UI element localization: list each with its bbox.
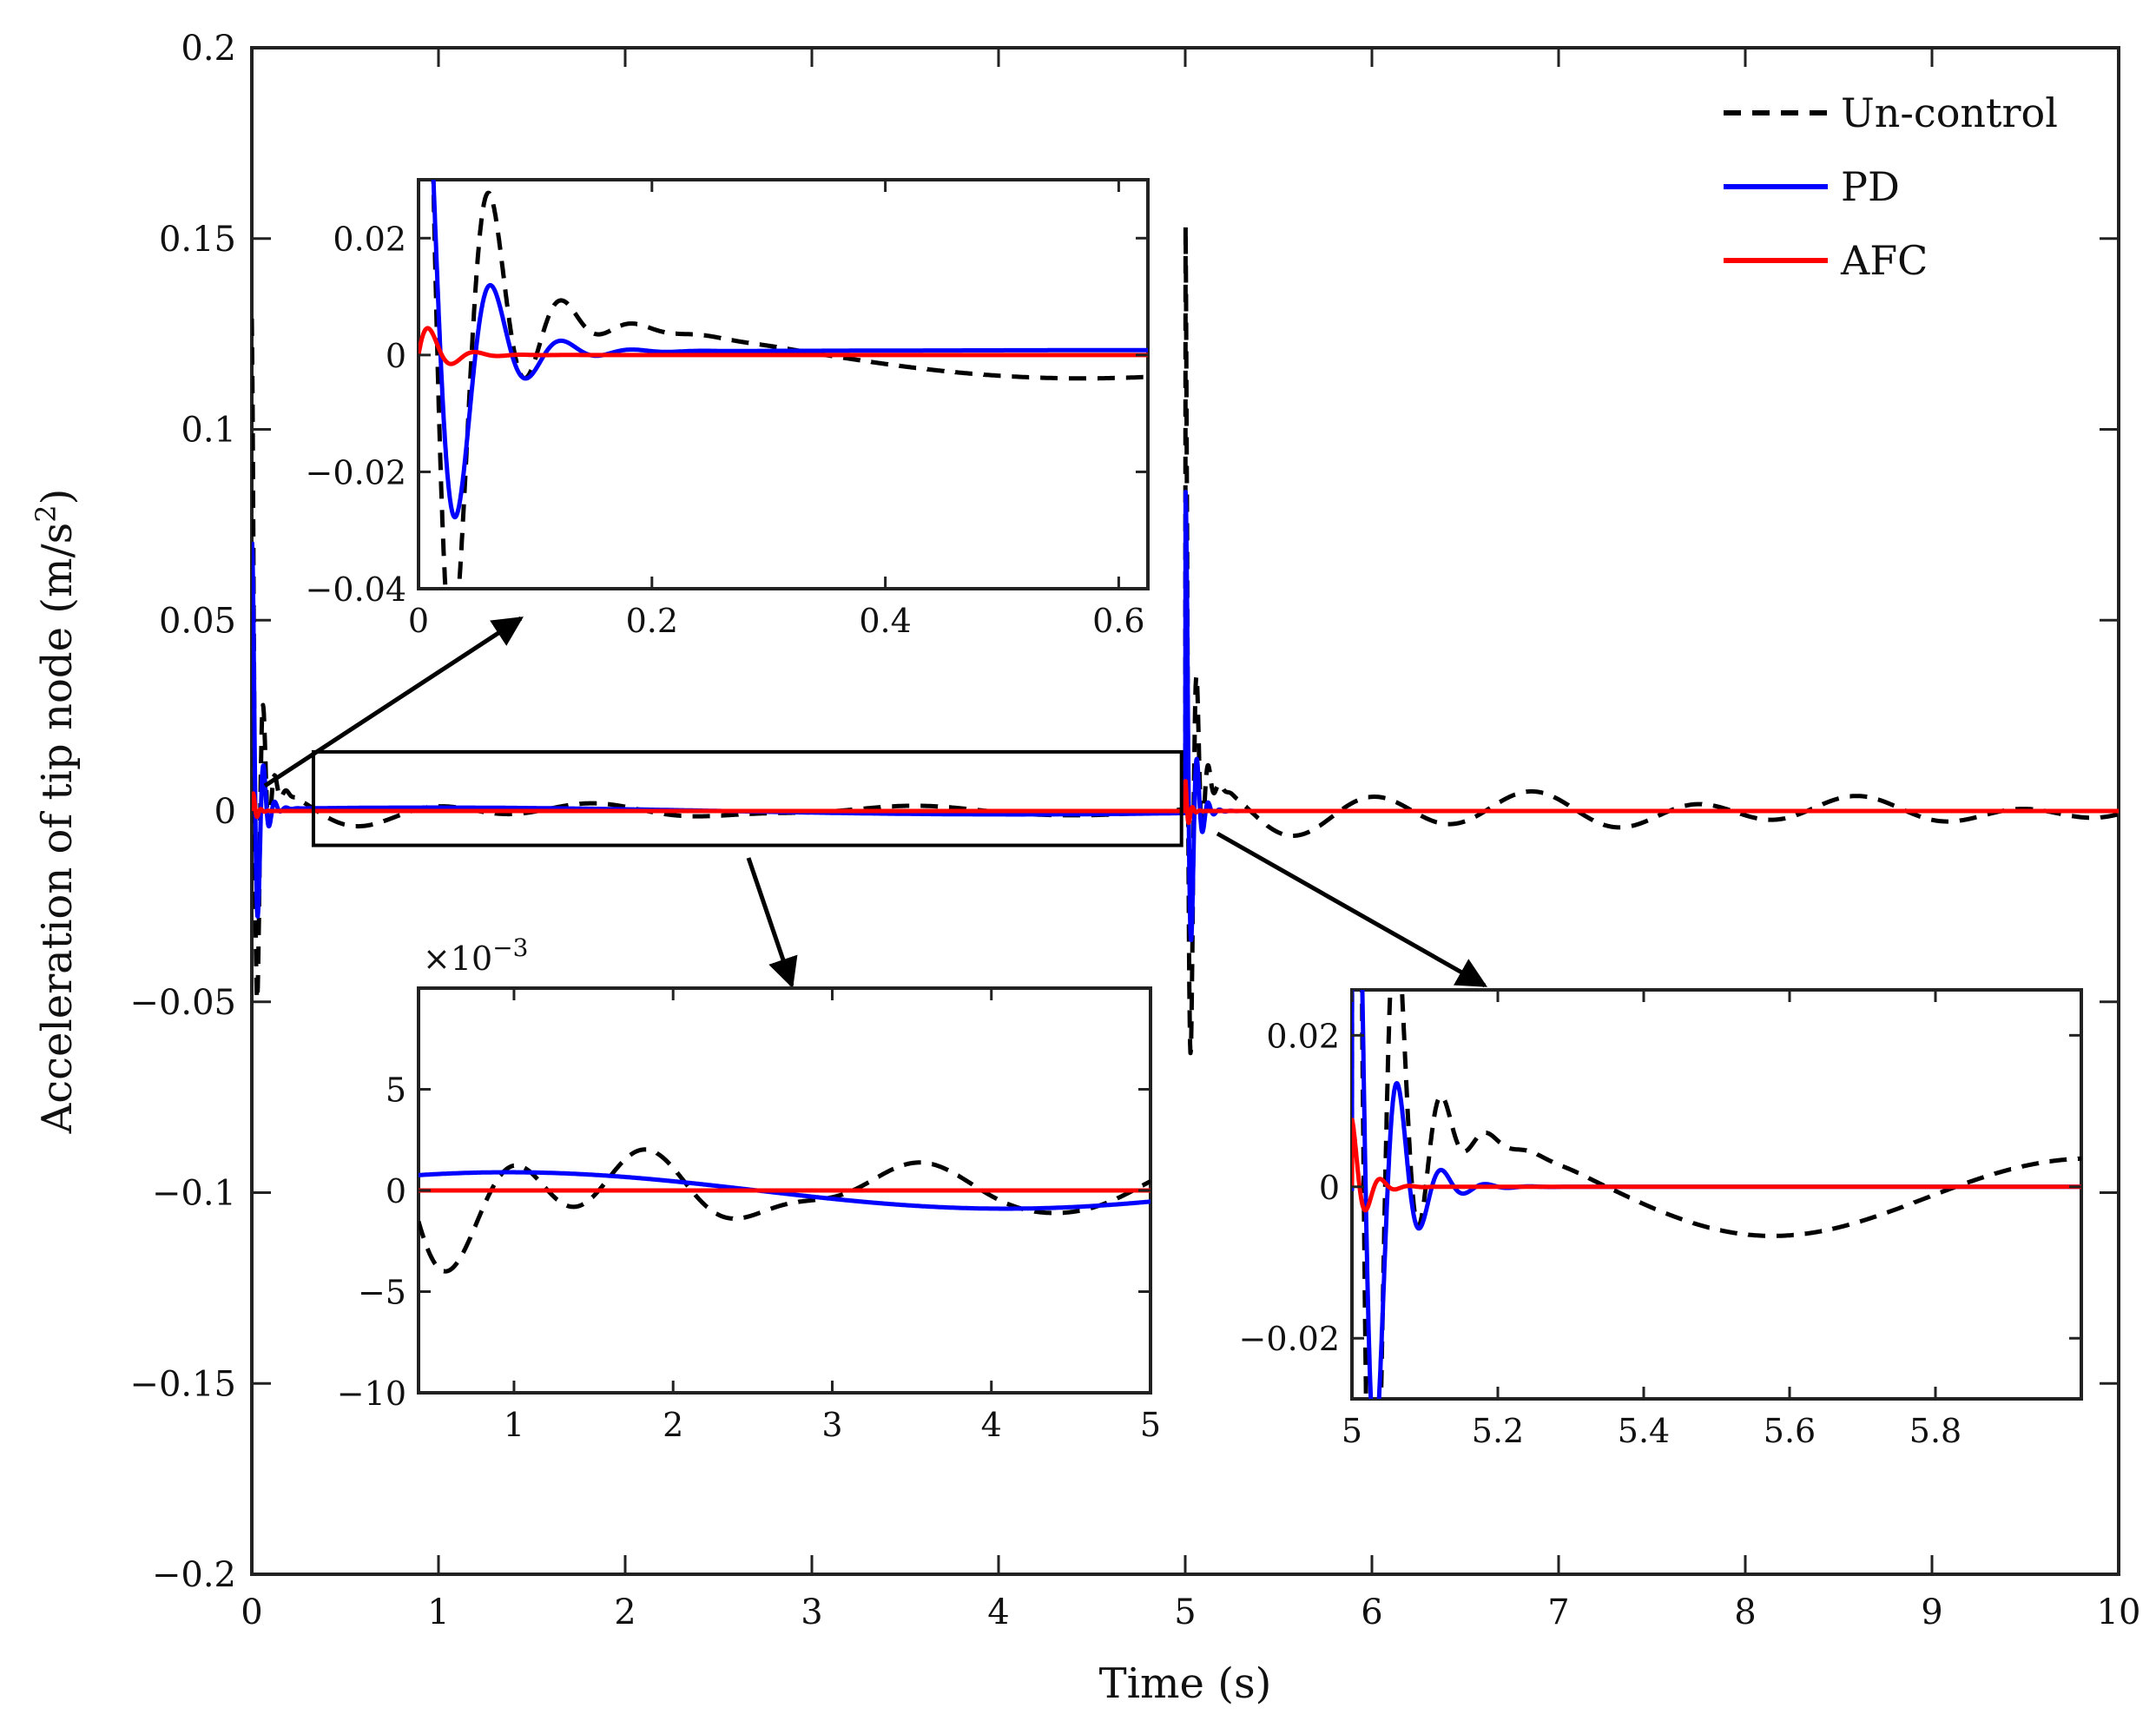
- inset-late-xtick-label: 5.6: [1764, 1412, 1816, 1450]
- main-ytick-label: 0.15: [159, 220, 236, 260]
- main-y-tick-labels: −0.2 −0.15 −0.1 −0.05 0 0.05 0.1 0.15 0.2: [129, 29, 236, 1595]
- inset-mid-tick-labels: 1 2 3 4 5 −10 −5 0 5: [337, 1072, 1161, 1445]
- main-xtick-label: 1: [427, 1592, 449, 1632]
- inset-mid-ticks: [419, 988, 1152, 1395]
- main-xtick-label: 0: [241, 1592, 262, 1632]
- main-xtick-label: 10: [2097, 1592, 2141, 1632]
- inset-late-xtick-label: 5.4: [1618, 1412, 1670, 1450]
- inset-early-line-pd: [431, 180, 1148, 520]
- inset-early-series: [419, 180, 1148, 589]
- inset-early-ytick-label: 0: [386, 337, 406, 375]
- arrow-to-late-inset: [1216, 831, 1488, 988]
- inset-mid-ytick-label: −5: [358, 1274, 406, 1312]
- inset-late-xtick-label: 5: [1342, 1412, 1362, 1450]
- y-axis-label-close: ): [33, 489, 82, 505]
- legend-label-pd: PD: [1841, 163, 1900, 210]
- inset-late-tick-labels: 5 5.2 5.4 5.6 5.8 −0.02 0 0.02: [1239, 1017, 1962, 1450]
- inset-early-ticks: [417, 180, 1148, 590]
- inset-mid-multiplier-exp: −3: [492, 933, 528, 962]
- inset-early-xtick-label: 0.4: [859, 602, 911, 640]
- inset-mid-multiplier: ×10−3: [423, 933, 528, 978]
- arrow-to-early-inset: [263, 616, 524, 788]
- main-x-tick-labels: 0 1 2 3 4 5 6 7 8 9 10: [241, 1592, 2140, 1632]
- inset-mid-xtick-label: 3: [821, 1406, 842, 1444]
- inset-late-frame: [1350, 988, 2083, 1401]
- inset-late-xtick-label: 5.8: [1909, 1412, 1961, 1450]
- inset-early-line-un-control: [431, 180, 1148, 589]
- inset-mid: 1 2 3 4 5 −10 −5 0 5 ×10−3: [337, 933, 1161, 1444]
- main-ytick-label: 0: [214, 792, 236, 832]
- inset-mid-multiplier-base: ×10: [423, 940, 492, 978]
- legend-label-uncontrol: Un-control: [1841, 89, 2058, 136]
- y-axis-label-sup: 2: [30, 504, 63, 522]
- inset-mid-line-pd: [419, 1170, 1151, 1211]
- main-xtick-label: 7: [1547, 1592, 1569, 1632]
- inset-mid-xtick-label: 2: [663, 1406, 683, 1444]
- inset-late-line-afc: [1352, 1118, 2081, 1213]
- main-ytick-label: 0.1: [181, 411, 236, 451]
- inset-mid-ytick-label: 0: [386, 1172, 406, 1210]
- main-xtick-label: 3: [801, 1592, 822, 1632]
- inset-early-line-afc: [419, 326, 1148, 366]
- main-xtick-label: 2: [614, 1592, 636, 1632]
- inset-late-series: [1352, 990, 2081, 1399]
- legend: Un-control PD AFC: [1724, 89, 2058, 284]
- main-xtick-label: 5: [1174, 1592, 1196, 1632]
- main-ytick-label: −0.1: [152, 1174, 236, 1214]
- inset-late-line-un-control: [1352, 990, 2081, 1399]
- arrow-to-mid-inset: [746, 857, 798, 989]
- inset-mid-ytick-label: −10: [337, 1375, 406, 1413]
- inset-early-ytick-label: 0.02: [333, 220, 406, 258]
- y-axis-label-main: Acceleration of tip node (m/s: [33, 523, 82, 1135]
- inset-early-ytick-label: −0.02: [306, 453, 406, 491]
- main-ytick-label: −0.05: [129, 983, 236, 1023]
- main-xtick-label: 6: [1361, 1592, 1382, 1632]
- main-ytick-label: −0.2: [152, 1555, 236, 1595]
- inset-mid-ytick-label: 5: [386, 1072, 406, 1110]
- main-xtick-label: 9: [1921, 1592, 1942, 1632]
- inset-early-frame: [417, 178, 1150, 590]
- inset-early-xtick-label: 0.2: [626, 602, 678, 640]
- inset-early-xtick-label: 0: [408, 602, 429, 640]
- main-ytick-label: −0.15: [129, 1364, 236, 1404]
- inset-late-ticks: [1350, 990, 2081, 1399]
- inset-late-ytick-label: 0: [1319, 1169, 1340, 1207]
- inset-late-ytick-label: −0.02: [1239, 1320, 1340, 1358]
- inset-late-ytick-label: 0.02: [1266, 1017, 1340, 1055]
- inset-late: 5 5.2 5.4 5.6 5.8 −0.02 0 0.02: [1239, 988, 2083, 1450]
- inset-mid-xtick-label: 4: [981, 1406, 1002, 1444]
- y-axis-label: Acceleration of tip node (m/s2): [30, 489, 82, 1135]
- inset-mid-series: [419, 1147, 1151, 1274]
- inset-late-xtick-label: 5.2: [1472, 1412, 1524, 1450]
- main-series: [252, 224, 2119, 1056]
- main-line-afc: [252, 779, 2119, 826]
- main-ytick-label: 0.2: [181, 29, 236, 69]
- main-ticks: [250, 46, 2120, 1576]
- main-ytick-label: 0.05: [159, 601, 236, 641]
- inset-early: 0 0.2 0.4 0.6 −0.04 −0.02 0 0.02: [306, 178, 1150, 640]
- main-xtick-label: 8: [1734, 1592, 1756, 1632]
- inset-early-ytick-label: −0.04: [306, 570, 406, 609]
- inset-early-tick-labels: 0 0.2 0.4 0.6 −0.04 −0.02 0 0.02: [306, 220, 1145, 640]
- inset-early-xtick-label: 0.6: [1092, 602, 1144, 640]
- legend-label-afc: AFC: [1840, 237, 1928, 284]
- main-xtick-label: 4: [987, 1592, 1009, 1632]
- inset-mid-xtick-label: 1: [504, 1406, 524, 1444]
- inset-mid-line-un-control: [419, 1147, 1151, 1274]
- x-axis-label: Time (s): [1099, 1659, 1272, 1708]
- callout-arrows: [263, 616, 1488, 989]
- zoom-box: [311, 749, 1183, 847]
- inset-mid-xtick-label: 5: [1140, 1406, 1161, 1444]
